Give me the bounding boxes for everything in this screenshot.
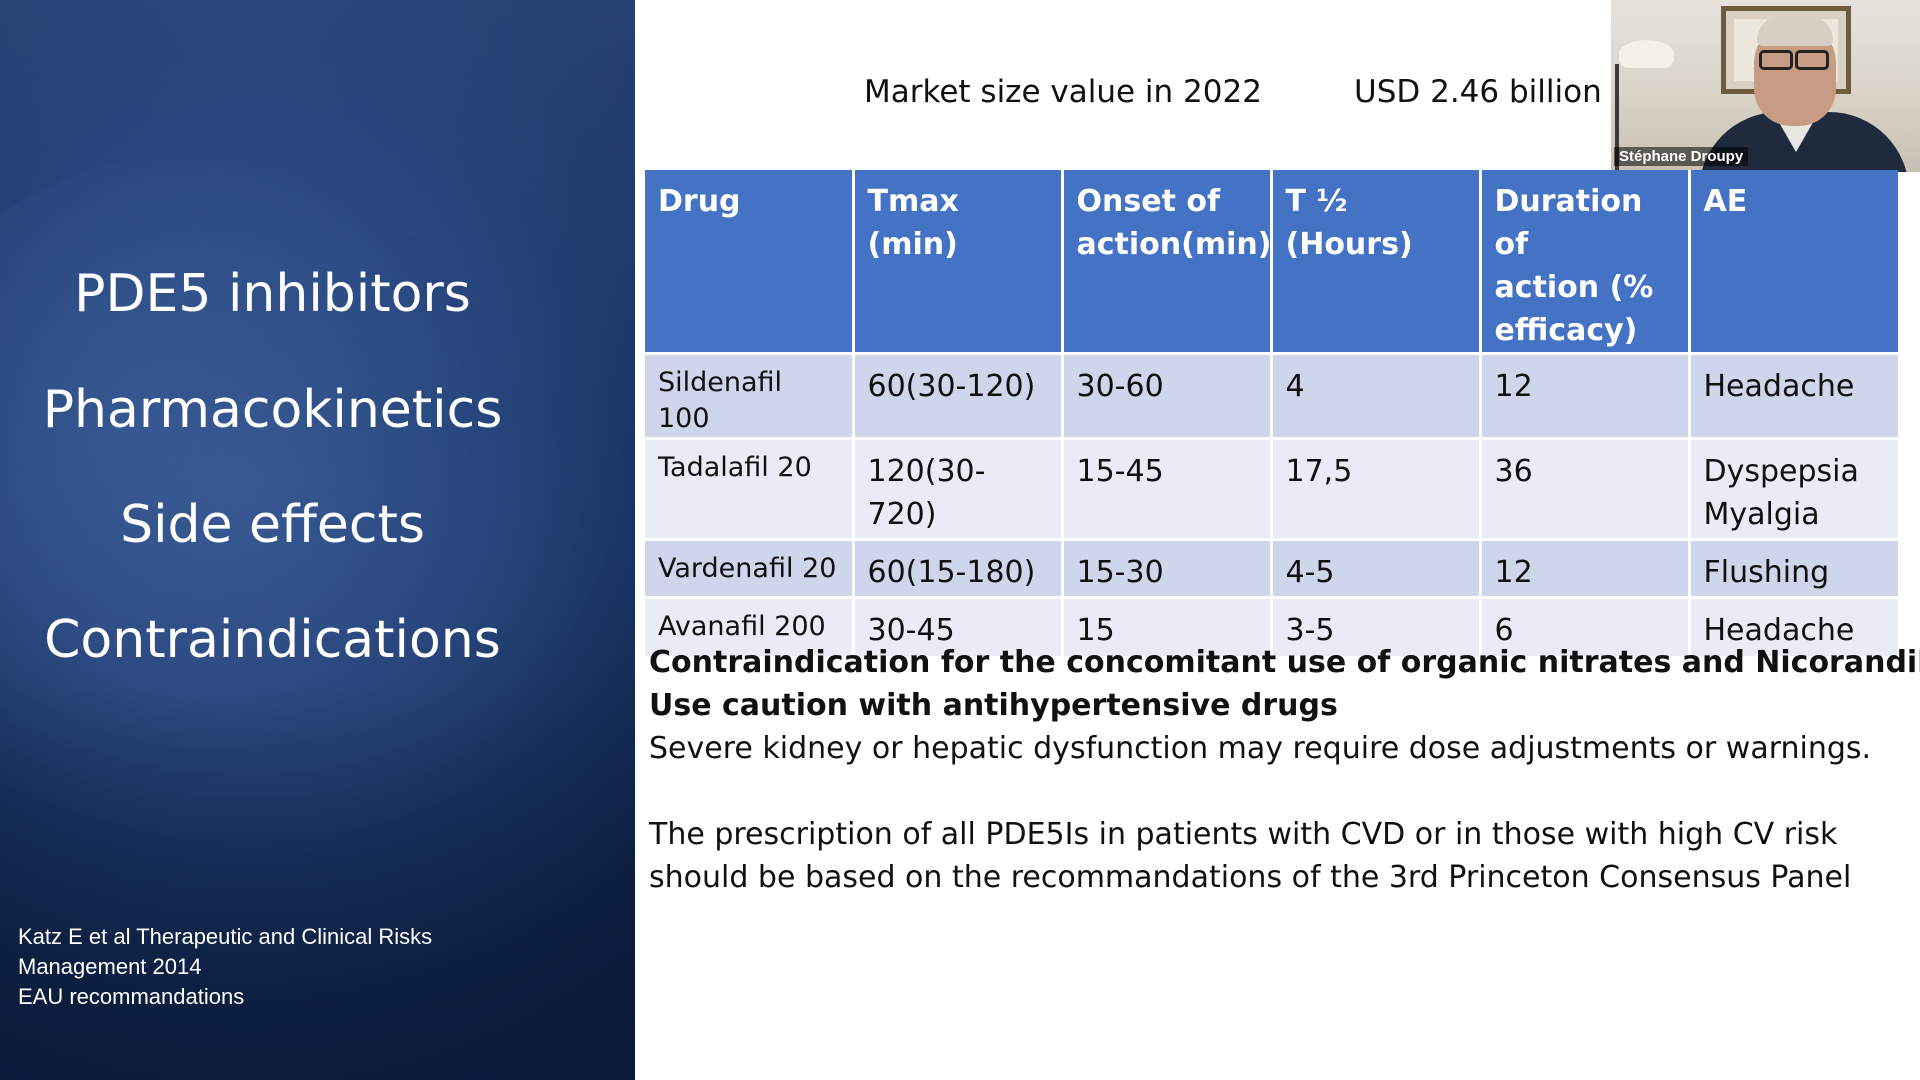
spacer	[649, 770, 1909, 813]
antihypertensive-caution: Use caution with antihypertensive drugs	[649, 688, 1338, 723]
kidney-hepatic-warning: Severe kidney or hepatic dysfunction may…	[649, 731, 1872, 766]
cell-onset: 30-60	[1060, 352, 1271, 439]
cell-ae: Flushing	[1687, 538, 1898, 598]
cell-drug: Avanafil 200	[645, 596, 853, 656]
column-header-onset: Onset of action(min)	[1060, 170, 1271, 354]
cell-onset: 15-45	[1060, 437, 1271, 540]
cell-duration: 12	[1478, 538, 1689, 598]
cell-duration: 6	[1478, 596, 1689, 656]
cell-half-life: 4-5	[1269, 538, 1480, 598]
panel-highlight	[0, 0, 635, 690]
column-header-drug: Drug	[645, 170, 853, 354]
cell-drug: Sildenafil 100	[645, 352, 853, 439]
topic-pde5-inhibitors: PDE5 inhibitors	[74, 264, 471, 324]
cvd-prescription-note: The prescription of all PDE5Is in patien…	[649, 817, 1838, 852]
cell-duration: 36	[1478, 437, 1689, 540]
reference-line: Katz E et al Therapeutic and Clinical Ri…	[18, 924, 433, 949]
lamp-shade	[1619, 40, 1674, 68]
pharmacokinetics-table: Drug Tmax (min) Onset of action(min) T ½(…	[645, 170, 1898, 656]
cell-tmax: 60(15-180)	[851, 538, 1062, 598]
participant-video-tile[interactable]: Stéphane Droupy	[1611, 0, 1920, 172]
cell-half-life: 3-5	[1269, 596, 1480, 656]
table-row: Avanafil 200 30-45 15 3-5 6 Headache	[645, 596, 1898, 656]
reference-line: Management 2014	[18, 954, 202, 979]
nitrates-contraindication: Contraindication for the concomitant use…	[649, 645, 1920, 680]
participant-name-tag: Stéphane Droupy	[1614, 147, 1749, 166]
reference-line: EAU recommandations	[18, 984, 245, 1009]
column-header-duration: Duration of action (% efficacy)	[1478, 170, 1689, 354]
market-size-value: USD 2.46 billion	[1354, 74, 1602, 110]
cell-duration: 12	[1478, 352, 1689, 439]
column-header-tmax: Tmax (min)	[851, 170, 1062, 354]
table-header-row: Drug Tmax (min) Onset of action(min) T ½(…	[645, 170, 1898, 354]
table-row: Sildenafil 100 60(30-120) 30-60 4 12 Hea…	[645, 352, 1898, 439]
participant-glasses	[1759, 50, 1829, 70]
cell-drug: Vardenafil 20	[645, 538, 853, 598]
panel-bottom-band	[0, 685, 635, 1080]
cell-ae: Headache	[1687, 596, 1898, 656]
princeton-consensus-note: should be based on the recommandations o…	[649, 860, 1852, 895]
cell-half-life: 4	[1269, 352, 1480, 439]
cell-onset: 15	[1060, 596, 1271, 656]
cell-tmax: 30-45	[851, 596, 1062, 656]
cell-onset: 15-30	[1060, 538, 1271, 598]
cell-ae: Headache	[1687, 352, 1898, 439]
table-row: Tadalafil 20 120(30-720) 15-45 17,5 36 D…	[645, 437, 1898, 540]
topic-side-effects: Side effects	[120, 495, 425, 555]
cell-tmax: 60(30-120)	[851, 352, 1062, 439]
topic-pharmacokinetics: Pharmacokinetics	[42, 380, 503, 440]
table-row: Vardenafil 20 60(15-180) 15-30 4-5 12 Fl…	[645, 538, 1898, 598]
market-size-label: Market size value in 2022	[864, 74, 1262, 110]
lamp-stem	[1615, 64, 1619, 172]
cell-drug: Tadalafil 20	[645, 437, 853, 540]
column-header-ae: AE	[1687, 170, 1898, 354]
column-header-half-life: T ½ (Hours)	[1269, 170, 1480, 354]
title-panel: PDE5 inhibitors Pharmacokinetics Side ef…	[0, 0, 635, 1080]
references: Katz E et al Therapeutic and Clinical Ri…	[18, 922, 432, 1012]
cell-ae: Dyspepsia Myalgia	[1687, 437, 1898, 540]
cell-half-life: 17,5	[1269, 437, 1480, 540]
participant-hair	[1757, 16, 1833, 46]
contraindication-notes: Contraindication for the concomitant use…	[649, 641, 1920, 899]
topic-contraindications: Contraindications	[44, 610, 501, 670]
cell-tmax: 120(30-720)	[851, 437, 1062, 540]
